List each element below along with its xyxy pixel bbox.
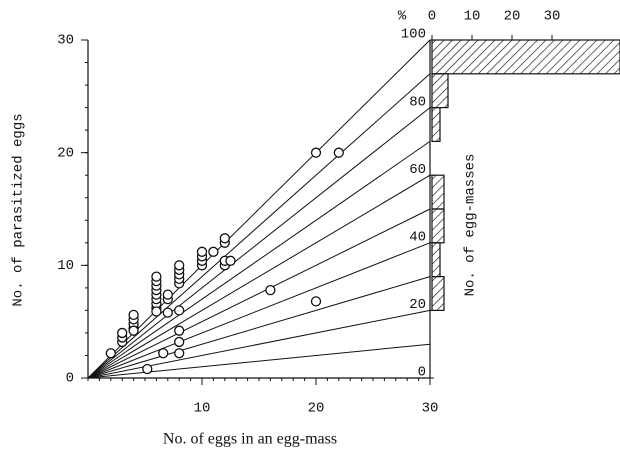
hist-bar xyxy=(431,39,620,75)
y-axis-label: No. of parasitized eggs xyxy=(11,113,27,306)
data-point xyxy=(225,255,236,266)
ratio-line xyxy=(87,140,431,379)
x-axis-label: No. of eggs in an egg-mass xyxy=(163,431,337,448)
data-point xyxy=(162,289,173,300)
data-point xyxy=(219,233,230,244)
x-tick-label: 20 xyxy=(308,401,325,417)
hist-tick-label: 0 xyxy=(428,9,436,25)
data-point xyxy=(117,327,128,339)
y-tick-label: 30 xyxy=(57,33,74,49)
data-point xyxy=(158,348,169,359)
data-point xyxy=(151,271,162,282)
hist-tick-label: 30 xyxy=(544,9,561,25)
ratio-line xyxy=(87,73,431,379)
y2-axis-label: % xyxy=(398,9,407,25)
data-point xyxy=(174,260,185,271)
hist-tick-label: 20 xyxy=(504,9,521,25)
data-point xyxy=(151,306,162,317)
ratio-line xyxy=(87,39,431,379)
y2-tick-label: 40 xyxy=(409,230,426,246)
data-point xyxy=(128,325,139,336)
hist-bar xyxy=(431,73,449,109)
x-tick-label: 30 xyxy=(422,401,439,417)
data-point xyxy=(208,246,219,257)
hist-bar xyxy=(431,174,445,210)
y-tick-label: 10 xyxy=(57,258,74,274)
x-tick-label: 10 xyxy=(194,401,211,417)
hist-bar xyxy=(431,276,445,312)
hist-tick-label: 10 xyxy=(464,9,481,25)
data-point xyxy=(128,309,139,321)
ratio-line xyxy=(87,174,431,379)
data-point xyxy=(174,305,185,316)
hist-bar xyxy=(431,208,445,244)
ratio-line xyxy=(87,107,431,379)
y2-tick-label: 20 xyxy=(409,297,426,313)
ratio-line xyxy=(87,242,431,379)
ratio-line xyxy=(87,276,431,379)
data-point xyxy=(310,296,322,307)
ratio-line xyxy=(87,208,431,379)
data-point xyxy=(333,147,344,158)
y-tick-label: 20 xyxy=(57,145,74,161)
ratio-line xyxy=(87,309,431,379)
data-point xyxy=(174,348,185,359)
ratio-line xyxy=(87,343,431,379)
hist-bar xyxy=(431,242,441,278)
data-point xyxy=(142,363,153,375)
data-point xyxy=(162,307,173,318)
hist-bar xyxy=(431,106,441,142)
data-point xyxy=(174,325,185,336)
y2-tick-label: 60 xyxy=(409,162,426,178)
y2-tick-label: 100 xyxy=(401,27,426,43)
data-point xyxy=(265,284,276,296)
y-tick-label: 0 xyxy=(66,371,74,387)
data-point xyxy=(174,336,185,348)
y2-tick-label: 0 xyxy=(418,365,426,381)
data-point xyxy=(310,147,322,158)
data-point xyxy=(196,246,208,257)
y2-tick-label: 80 xyxy=(409,94,426,110)
data-point xyxy=(105,348,116,359)
histogram-axis-label: No. of egg-masses xyxy=(463,154,479,297)
